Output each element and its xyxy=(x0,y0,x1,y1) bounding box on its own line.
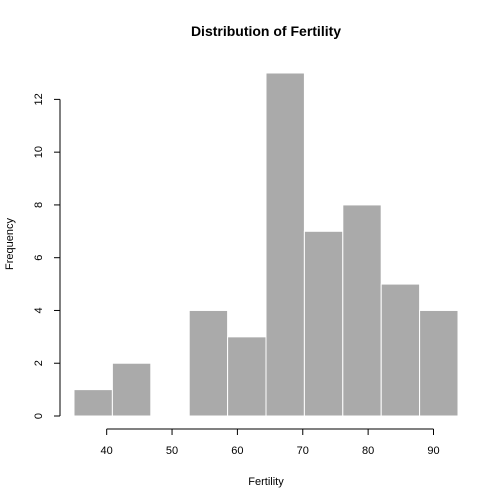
y-tick-label-10: 10 xyxy=(33,146,45,158)
histogram-bar-9 xyxy=(419,309,459,417)
x-tick-label-60: 60 xyxy=(231,445,243,457)
x-axis-label: Fertility xyxy=(248,476,284,488)
bars-group xyxy=(73,72,459,417)
chart-title: Distribution of Fertility xyxy=(191,23,341,39)
histogram-bar-8 xyxy=(380,283,421,417)
histogram-bar-6 xyxy=(303,230,344,417)
histogram-bar-7 xyxy=(342,204,382,417)
y-tick-label-12: 12 xyxy=(33,93,45,105)
y-tick-label-0: 0 xyxy=(33,413,45,419)
y-axis-label: Frequency xyxy=(4,218,16,270)
histogram-bar-3 xyxy=(188,309,229,417)
x-tick-label-70: 70 xyxy=(297,445,309,457)
y-tick-label-4: 4 xyxy=(33,307,45,313)
histogram-bar-1 xyxy=(111,362,152,417)
histogram-bar-5 xyxy=(265,72,305,417)
y-tick-label-6: 6 xyxy=(33,255,45,261)
x-tick-label-50: 50 xyxy=(166,445,178,457)
x-tick-label-40: 40 xyxy=(101,445,113,457)
y-axis: 0 2 4 6 8 10 12 xyxy=(33,93,61,419)
histogram-bar-0 xyxy=(73,389,113,417)
x-axis: 40 50 60 70 80 90 xyxy=(101,428,440,457)
y-tick-label-8: 8 xyxy=(33,202,45,208)
histogram-bar-4 xyxy=(227,336,267,417)
x-tick-label-90: 90 xyxy=(427,445,439,457)
x-tick-label-80: 80 xyxy=(362,445,374,457)
y-tick-label-2: 2 xyxy=(33,360,45,366)
